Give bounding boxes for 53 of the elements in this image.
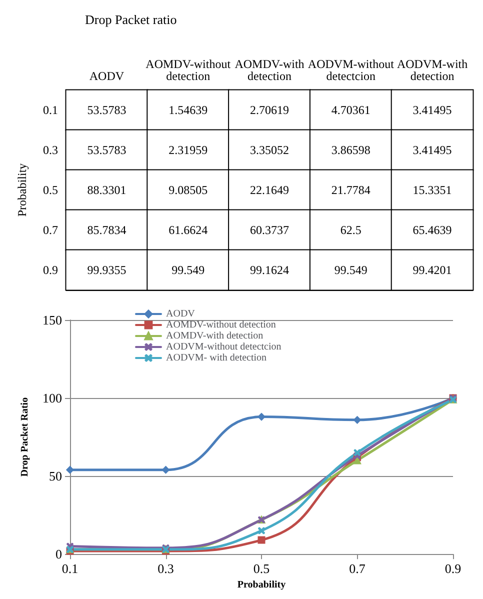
y-tick-label: 0.1	[43, 103, 58, 117]
data-label: 61.6624	[168, 223, 208, 237]
y-tick-label: 150	[42, 312, 62, 328]
y-axis-title: Probability	[15, 163, 29, 217]
legend-label: AODVM- with detection	[166, 352, 267, 364]
data-label: 53.5783	[87, 143, 126, 157]
data-label: 65.4639	[412, 223, 452, 237]
data-label: 22.1649	[250, 183, 289, 197]
y-tick-label: 100	[42, 390, 62, 406]
data-label: 99.4201	[412, 263, 452, 277]
x-tick-label: 0.1	[62, 561, 78, 576]
x-tick-label: AODVM-without detectcion	[308, 57, 395, 83]
x-axis-title: Probability	[237, 580, 286, 590]
x-tick-label: AODVM-with detection	[396, 57, 468, 83]
chart-title: Drop Packet ratio	[85, 12, 177, 27]
legend-label: AODVM-without detectcion	[166, 342, 282, 352]
y-tick-label: 0.9	[43, 263, 58, 277]
data-label: 85.7834	[87, 223, 126, 237]
y-axis-title: Drop Packet Ratio	[20, 397, 30, 477]
y-tick-label: 0.7	[43, 223, 58, 237]
y-tick-label: 0.5	[43, 183, 58, 197]
data-label: 4.70361	[331, 103, 370, 117]
x-tick-label: AOMDV-without detection	[146, 57, 232, 83]
x-tick-label: 0.5	[253, 561, 270, 576]
legend-label: AOMDV-with detection	[166, 330, 264, 342]
data-label: 99.549	[334, 263, 368, 277]
data-label: 62.5	[340, 223, 362, 237]
x-tick-label: AOMDV-with detection	[234, 57, 304, 83]
data-label: 3.41495	[412, 103, 452, 117]
data-label: 21.7784	[331, 183, 370, 197]
data-label: 2.70619	[250, 103, 289, 117]
data-label: 2.31959	[168, 143, 208, 157]
data-label: 3.41495	[412, 143, 452, 157]
data-label: 3.86598	[331, 143, 370, 157]
y-tick-label: 50	[49, 468, 62, 484]
legend-label: AODV	[166, 308, 196, 320]
data-label: 3.35052	[250, 143, 289, 157]
data-label: 99.1624	[250, 263, 289, 277]
x-tick-label: 0.3	[158, 561, 174, 576]
x-tick-label: 0.7	[349, 561, 366, 576]
data-label: 1.54639	[168, 103, 208, 117]
data-label: 9.08505	[168, 183, 208, 197]
data-label: 53.5783	[87, 103, 126, 117]
x-tick-label: 0.9	[444, 561, 462, 576]
data-label: 15.3351	[412, 183, 452, 197]
legend-label: AOMDV-without detection	[166, 320, 276, 330]
x-tick-label: AODV	[89, 69, 124, 83]
data-label: 88.3301	[87, 183, 126, 197]
y-tick-label: 0.3	[43, 143, 58, 157]
data-label: 99.549	[172, 263, 205, 277]
y-tick-label: 0	[56, 546, 62, 562]
data-label: 99.9355	[87, 263, 126, 277]
data-label: 60.3737	[250, 223, 289, 237]
